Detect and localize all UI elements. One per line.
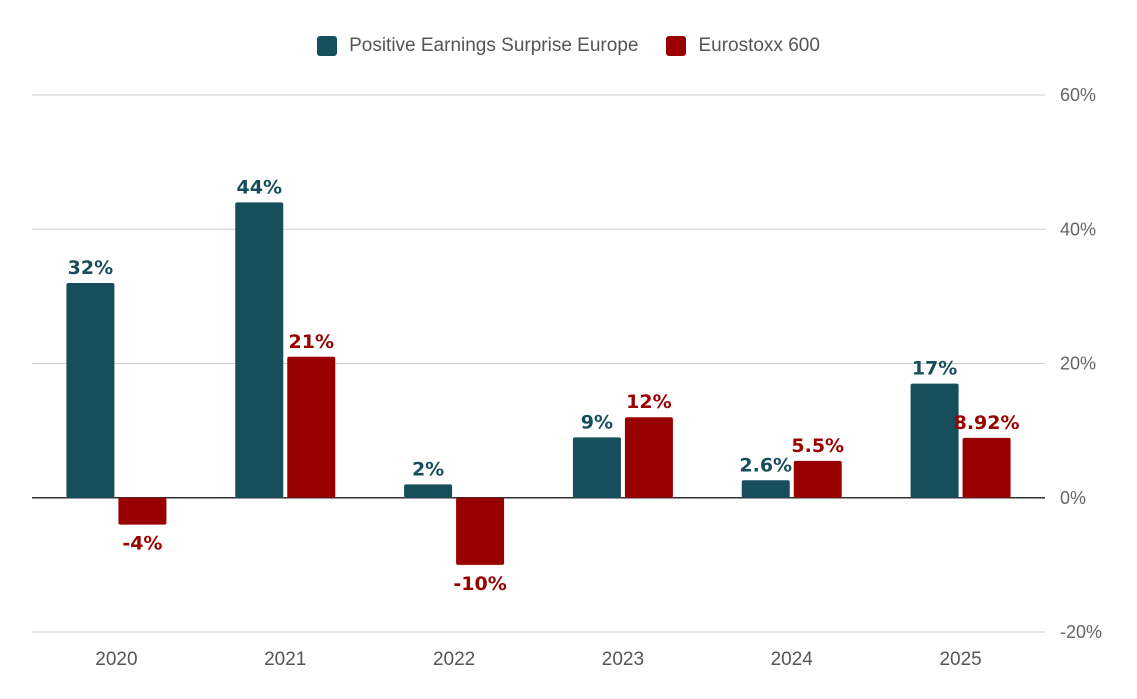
bars: [66, 202, 1011, 565]
bar-series-1-2021[interactable]: [235, 202, 284, 498]
x-tick-label-2022: 2022: [433, 649, 475, 670]
x-axis-ticks: 2020 2021 2022 2023 2024 2025: [95, 649, 981, 670]
bar-series-1-2020[interactable]: [66, 282, 115, 498]
y-tick-label: 0%: [1060, 488, 1086, 508]
bar-series-1-2024[interactable]: [741, 480, 790, 498]
y-tick-label: 20%: [1060, 354, 1096, 374]
y-tick-label: -20%: [1060, 622, 1102, 642]
bar-series-2-2020[interactable]: [118, 497, 167, 525]
legend-item-series-1[interactable]: Positive Earnings Surprise Europe: [317, 35, 638, 57]
data-label-series-1-2024: 2.6%: [739, 454, 792, 476]
legend-label-series-1: Positive Earnings Surprise Europe: [349, 35, 639, 56]
y-tick-label: 40%: [1060, 219, 1096, 239]
x-tick-label-2020: 2020: [95, 649, 137, 670]
data-labels: 32% -4% 44% 21% 2% -10% 9% 12% 2.6%5.5% 17% 8.92%: [68, 176, 1020, 594]
x-tick-label-2025: 2025: [939, 649, 981, 670]
x-tick-label-2023: 2023: [602, 649, 644, 670]
bar-series-1-2025[interactable]: [910, 383, 959, 498]
bar-series-2-2022[interactable]: [456, 497, 505, 565]
y-axis-ticks: 60% 40% 20% 0% -20%: [1060, 85, 1102, 642]
data-label-series-2-2024: 5.5%: [791, 435, 844, 457]
gridlines: [32, 94, 1045, 633]
bar-series-1-2023[interactable]: [572, 437, 621, 498]
data-label-series-2-2025: 8.92%: [954, 412, 1020, 434]
y-tick-label: 60%: [1060, 85, 1096, 105]
bar-series-2-2023[interactable]: [624, 417, 673, 498]
legend-item-series-2[interactable]: Eurostoxx 600: [666, 35, 820, 57]
data-label-series-2-2020: -4%: [122, 533, 162, 555]
data-label-series-1-2021: 44%: [237, 176, 282, 198]
bar-series-2-2021[interactable]: [287, 356, 336, 498]
x-tick-label-2024: 2024: [771, 649, 814, 670]
data-label-series-2-2022: -10%: [453, 573, 506, 595]
bar-series-1-2022[interactable]: [404, 484, 453, 498]
data-label-series-1-2020: 32%: [68, 257, 113, 279]
x-tick-label-2021: 2021: [264, 649, 306, 670]
legend: Positive Earnings Surprise Europe Eurost…: [0, 30, 1137, 62]
data-label-series-1-2022: 2%: [412, 458, 444, 480]
data-label-series-2-2021: 21%: [289, 331, 334, 353]
bar-series-2-2025[interactable]: [962, 437, 1011, 498]
data-label-series-1-2025: 17%: [912, 358, 957, 380]
legend-swatch-series-1: [317, 36, 338, 56]
legend-label-series-2: Eurostoxx 600: [698, 35, 820, 56]
legend-swatch-series-2: [666, 36, 687, 56]
data-label-series-2-2023: 12%: [626, 391, 671, 413]
data-label-series-1-2023: 9%: [581, 411, 613, 433]
bar-series-2-2024[interactable]: [793, 460, 842, 498]
